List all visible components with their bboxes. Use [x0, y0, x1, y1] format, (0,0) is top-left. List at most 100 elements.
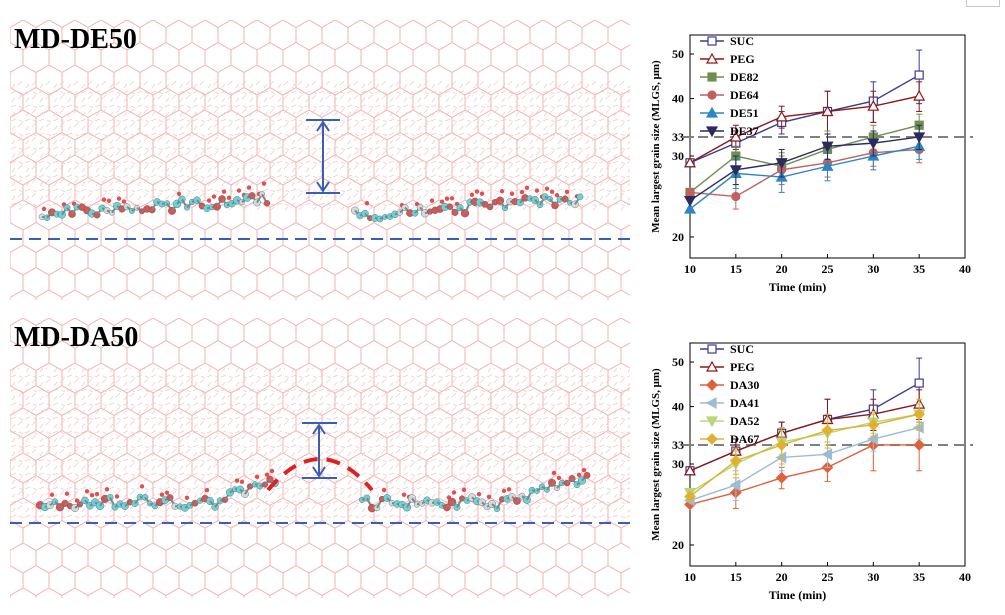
molecule-chain	[35, 468, 279, 512]
data-point	[775, 110, 788, 122]
data-point	[775, 471, 788, 484]
data-point	[913, 132, 926, 144]
x-tick-label: 35	[913, 570, 925, 584]
data-point	[705, 360, 719, 372]
data-point	[706, 433, 718, 445]
y-tick-label: 40	[672, 400, 684, 414]
y-tick-label: 33	[672, 438, 684, 452]
y-tick-label: 50	[672, 47, 684, 61]
data-point	[821, 448, 833, 461]
data-point	[707, 344, 717, 354]
x-tick-label: 25	[822, 262, 834, 276]
data-point	[913, 89, 926, 101]
panel-label-bottom: MD-DA50	[14, 322, 139, 353]
data-point	[705, 52, 719, 64]
data-point	[731, 191, 741, 202]
legend-item: DA67	[700, 432, 759, 446]
x-tick-label: 20	[776, 262, 788, 276]
legend-item: SUC	[700, 342, 754, 356]
data-point	[685, 187, 695, 198]
data-point	[707, 36, 717, 46]
data-point	[705, 416, 719, 428]
molecule-chain	[359, 467, 591, 513]
data-point	[684, 490, 696, 503]
data-point	[912, 421, 924, 434]
data-point	[867, 138, 880, 150]
gap-arrow	[306, 119, 340, 194]
x-tick-label: 20	[776, 570, 788, 584]
x-tick-label: 40	[959, 262, 971, 276]
data-point	[821, 105, 834, 117]
x-tick-label: 40	[959, 570, 971, 584]
data-point	[821, 160, 834, 171]
x-axis-label: Time (min)	[769, 280, 826, 294]
series-line	[689, 426, 920, 502]
y-tick-label: 33	[672, 130, 684, 144]
series-line	[689, 148, 920, 198]
md-panel-bottom: MD-DA50	[10, 318, 630, 598]
series-peg	[683, 81, 926, 168]
legend-item: DE37	[700, 124, 759, 138]
x-tick-label: 35	[913, 262, 925, 276]
legend-item: DA30	[700, 378, 759, 392]
x-tick-label: 10	[684, 262, 696, 276]
x-tick-label: 10	[684, 570, 696, 584]
legend-label: DE82	[730, 70, 759, 84]
x-tick-label: 25	[822, 570, 834, 584]
y-tick-label: 30	[672, 457, 684, 471]
series-line	[689, 145, 920, 210]
legend-label: DA52	[730, 414, 759, 428]
legend-item: PEG	[700, 360, 755, 374]
data-point	[729, 454, 742, 467]
data-point	[821, 424, 834, 437]
legend-item: DA41	[700, 396, 759, 410]
data-point	[914, 70, 924, 80]
grain-size-chart-bottom: 10 15 20 25 30 35 40 20 30 33 40 50 Time (min) Mean l…	[650, 342, 973, 602]
data-point	[775, 439, 788, 451]
data-point	[683, 195, 697, 207]
x-tick-label: 30	[867, 262, 879, 276]
md-panel-top: MD-DE50	[10, 20, 630, 300]
legend-label: SUC	[730, 34, 754, 48]
data-point	[729, 130, 742, 142]
data-point	[914, 378, 924, 388]
y-axis-label: Mean largest grain size (MLGS, μm)	[650, 60, 662, 233]
legend-label: DE64	[730, 88, 759, 102]
data-point	[913, 439, 926, 451]
legend-label: SUC	[730, 342, 754, 356]
legend-item: PEG	[700, 52, 755, 66]
x-tick-label: 15	[730, 570, 742, 584]
data-point	[705, 396, 717, 410]
legend-label: PEG	[730, 52, 755, 66]
series-da41	[683, 416, 924, 507]
legend-label: DA41	[730, 396, 759, 410]
grain-size-chart-top: 10 15 20 25 30 35 40 20 30 33 40 50 Time (min) Mean l…	[650, 34, 973, 294]
data-point	[705, 126, 719, 138]
molecule-chain	[38, 181, 271, 222]
legend-item: DA52	[700, 414, 759, 428]
y-tick-label: 40	[672, 92, 684, 106]
data-point	[913, 408, 926, 421]
series-de37	[683, 124, 926, 207]
series-da52	[683, 403, 926, 499]
chart-bottom: 10 15 20 25 30 35 40 20 30 33 40 50 Time (min) Mean l…	[640, 318, 980, 603]
legend-label: DE37	[730, 124, 759, 138]
corner-frame	[966, 0, 1000, 7]
data-point	[867, 99, 880, 111]
chart-top: 10 15 20 25 30 35 40 20 30 33 40 50 Time (min) Mean l…	[640, 10, 980, 295]
series-line	[689, 95, 920, 164]
series-line	[689, 74, 920, 164]
md-snapshot-top	[10, 20, 630, 300]
y-axis-label: Mean largest grain size (MLGS, μm)	[650, 368, 662, 541]
y-tick-label: 20	[672, 538, 684, 552]
y-tick-label: 50	[672, 355, 684, 369]
series-line	[689, 136, 920, 202]
panel-label-top: MD-DE50	[14, 24, 137, 55]
x-axis-label: Time (min)	[769, 588, 826, 602]
data-point	[705, 106, 719, 118]
y-tick-label: 30	[672, 149, 684, 163]
molecule-chain	[351, 185, 584, 223]
gap-arrow	[302, 422, 337, 479]
y-tick-label: 20	[672, 230, 684, 244]
legend-label: DE51	[730, 106, 759, 120]
